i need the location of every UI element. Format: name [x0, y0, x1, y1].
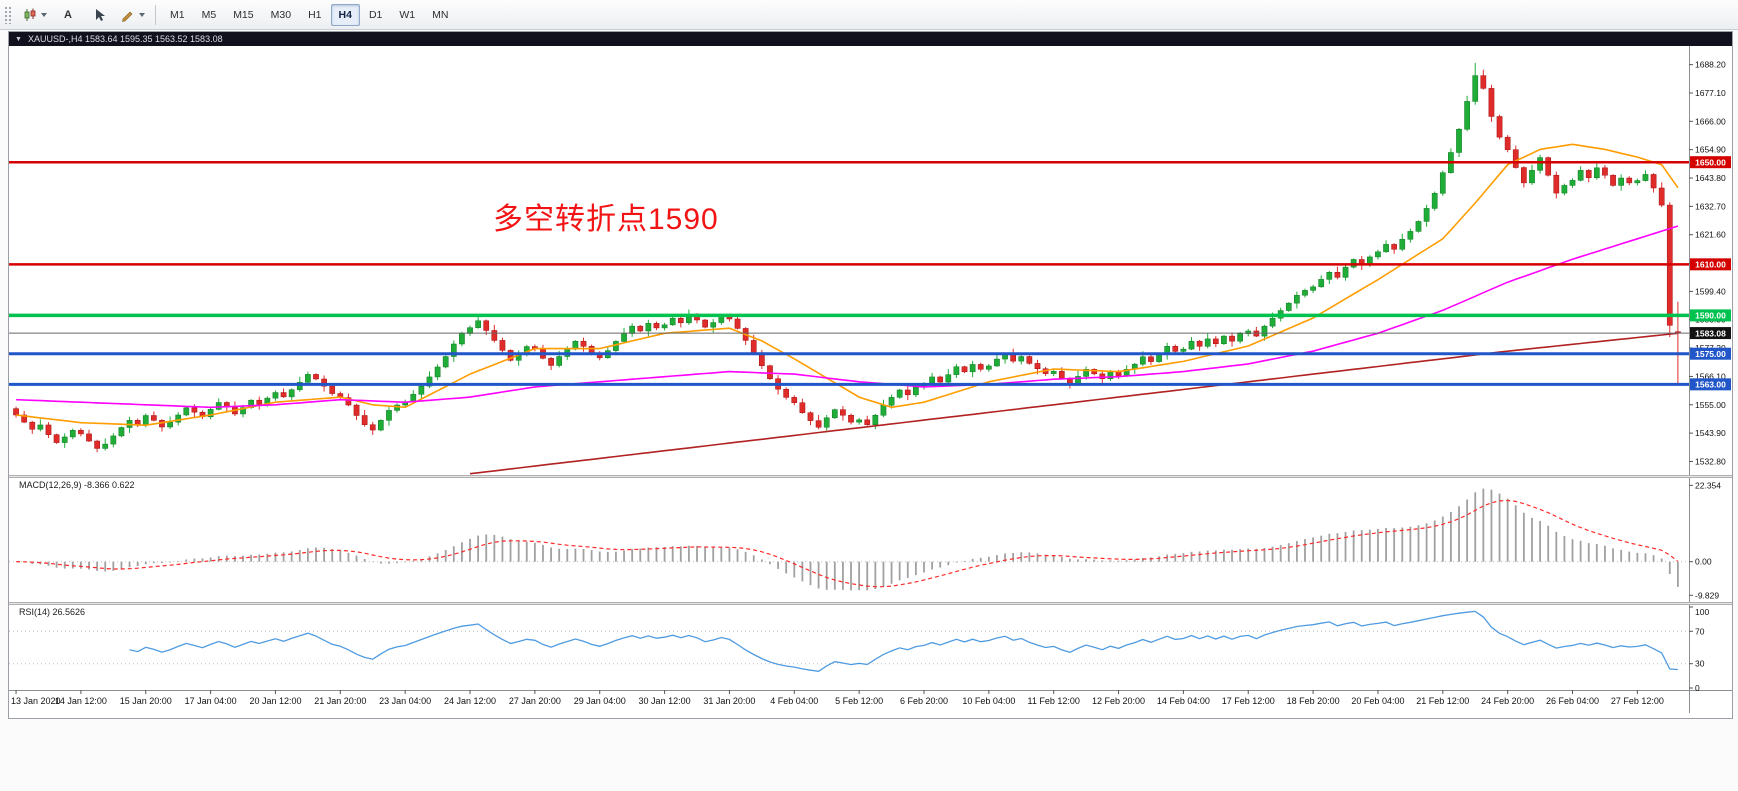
cursor-tool-button[interactable]: [85, 3, 115, 27]
svg-text:1566.10: 1566.10: [1695, 371, 1726, 381]
time-label: 12 Feb 20:00: [1092, 696, 1145, 706]
dropdown-caret-icon: [139, 12, 145, 17]
time-label: 15 Jan 20:00: [120, 696, 172, 706]
svg-text:1677.10: 1677.10: [1695, 88, 1726, 98]
time-label: 23 Jan 04:00: [379, 696, 431, 706]
svg-text:1555.00: 1555.00: [1695, 400, 1726, 410]
toolbar-separator: [155, 4, 156, 25]
price-badge-1575.00: 1575.00: [1690, 347, 1731, 360]
time-label: 29 Jan 04:00: [574, 696, 626, 706]
svg-text:1650.00: 1650.00: [1695, 157, 1726, 167]
ma-mid-magenta-line[interactable]: [16, 225, 1679, 409]
svg-text:1583.08: 1583.08: [1695, 328, 1726, 338]
chart-window[interactable]: ▼ XAUUSD-,H4 1583.64 1595.35 1563.52 158…: [8, 31, 1733, 719]
toolbar-grip-handle[interactable]: [4, 5, 13, 24]
timeframe-button-w1[interactable]: W1: [399, 8, 416, 21]
svg-text:1654.90: 1654.90: [1695, 145, 1726, 155]
svg-text:1575.00: 1575.00: [1695, 349, 1726, 359]
time-label: 4 Feb 04:00: [770, 696, 818, 706]
time-label: 10 Feb 04:00: [962, 696, 1015, 706]
timeframe-toolbar: M1 M5 M15 M30 H1 H4 D1 W1 MN: [162, 3, 456, 26]
time-label: 21 Jan 20:00: [314, 696, 366, 706]
annotation-text-object[interactable]: 多空转折点1590: [493, 203, 719, 236]
timeframe-button-h4[interactable]: H4: [330, 3, 360, 26]
macd-histogram: [23, 488, 1679, 591]
price-badge-1650.00: 1650.00: [1690, 156, 1731, 169]
timeframe-button-m30[interactable]: M30: [270, 8, 292, 21]
rsi-line: [129, 610, 1678, 672]
chart-frame: [9, 46, 1732, 713]
time-label: 27 Feb 12:00: [1611, 696, 1664, 706]
pencil-draw-icon: [122, 11, 133, 22]
svg-text:1688.20: 1688.20: [1695, 60, 1726, 70]
svg-text:1632.70: 1632.70: [1695, 201, 1726, 211]
timeframe-button-m1[interactable]: M1: [170, 8, 185, 21]
svg-text:30: 30: [1695, 659, 1705, 669]
svg-text:1643.80: 1643.80: [1695, 173, 1726, 183]
time-label: 17 Jan 04:00: [185, 696, 237, 706]
macd-indicator-label: MACD(12,26,9) -8.366 0.622: [19, 480, 135, 490]
svg-text:1666.00: 1666.00: [1695, 116, 1726, 126]
timeframe-button-mn[interactable]: MN: [432, 8, 449, 21]
time-label: 31 Jan 20:00: [703, 696, 755, 706]
time-label: 18 Feb 20:00: [1287, 696, 1340, 706]
svg-text:1599.40: 1599.40: [1695, 286, 1726, 296]
time-label: 30 Jan 12:00: [639, 696, 691, 706]
time-label: 26 Feb 04:00: [1546, 696, 1599, 706]
svg-text:1610.00: 1610.00: [1695, 260, 1726, 270]
timeframe-button-d1[interactable]: D1: [368, 8, 383, 21]
time-label: 24 Feb 20:00: [1481, 696, 1534, 706]
timeframe-button-m5[interactable]: M5: [201, 8, 217, 21]
timeframe-button-m15[interactable]: M15: [233, 8, 254, 21]
svg-text:0: 0: [1695, 683, 1700, 693]
svg-text:1590.00: 1590.00: [1695, 311, 1726, 321]
price-badge-1610.00: 1610.00: [1690, 258, 1731, 271]
time-label: 5 Feb 12:00: [835, 696, 883, 706]
chart-title-bar[interactable]: ▼ XAUUSD-,H4 1583.64 1595.35 1563.52 158…: [9, 32, 1732, 46]
svg-text:1563.00: 1563.00: [1695, 380, 1726, 390]
draw-tool-button[interactable]: [117, 3, 149, 27]
text-tool-button[interactable]: A: [64, 8, 72, 21]
dropdown-caret-icon: [41, 12, 47, 17]
time-label: 27 Jan 20:00: [509, 696, 561, 706]
time-label: 13 Jan 2020: [11, 696, 61, 706]
chart-canvas[interactable]: 1688.20 1677.10 1666.00 1654.90 1643.80 1632.…: [9, 46, 1732, 718]
svg-text:70: 70: [1695, 626, 1705, 636]
timeframe-button-h1[interactable]: H1: [308, 8, 322, 21]
current-price-badge: 1583.08: [1690, 327, 1731, 340]
collapse-arrow-icon[interactable]: ▼: [15, 35, 22, 43]
chart-type-button[interactable]: [19, 3, 51, 27]
top-toolbar: A M1 M5 M15 M30 H1 H4 D1 W1 MN: [0, 0, 1738, 30]
time-label: 14 Jan 12:00: [55, 696, 107, 706]
time-label: 21 Feb 12:00: [1416, 696, 1469, 706]
svg-text:1532.80: 1532.80: [1695, 456, 1726, 466]
time-label: 6 Feb 20:00: [900, 696, 948, 706]
time-label: 24 Jan 12:00: [444, 696, 496, 706]
svg-text:0.00: 0.00: [1695, 557, 1712, 567]
time-label: 17 Feb 12:00: [1222, 696, 1275, 706]
time-label: 20 Jan 12:00: [249, 696, 301, 706]
candlestick-chart-icon: [24, 8, 36, 21]
cursor-icon: [96, 8, 105, 21]
svg-text:1621.60: 1621.60: [1695, 230, 1726, 240]
svg-text:-9.829: -9.829: [1695, 590, 1719, 600]
time-label: 20 Feb 04:00: [1351, 696, 1404, 706]
svg-text:22.354: 22.354: [1695, 480, 1721, 490]
time-label: 11 Feb 12:00: [1028, 696, 1080, 706]
rsi-indicator-label: RSI(14) 26.5626: [19, 607, 86, 617]
chart-title-text: XAUUSD-,H4 1583.64 1595.35 1563.52 1583.…: [27, 34, 223, 44]
time-label: 14 Feb 04:00: [1157, 696, 1210, 706]
svg-text:1543.90: 1543.90: [1695, 428, 1726, 438]
macd-signal-line: [16, 499, 1679, 588]
candles-layer: [13, 62, 1681, 453]
svg-text:100: 100: [1695, 607, 1709, 617]
price-badge-1590.00: 1590.00: [1690, 309, 1731, 322]
price-badge-1563.00: 1563.00: [1690, 378, 1731, 391]
